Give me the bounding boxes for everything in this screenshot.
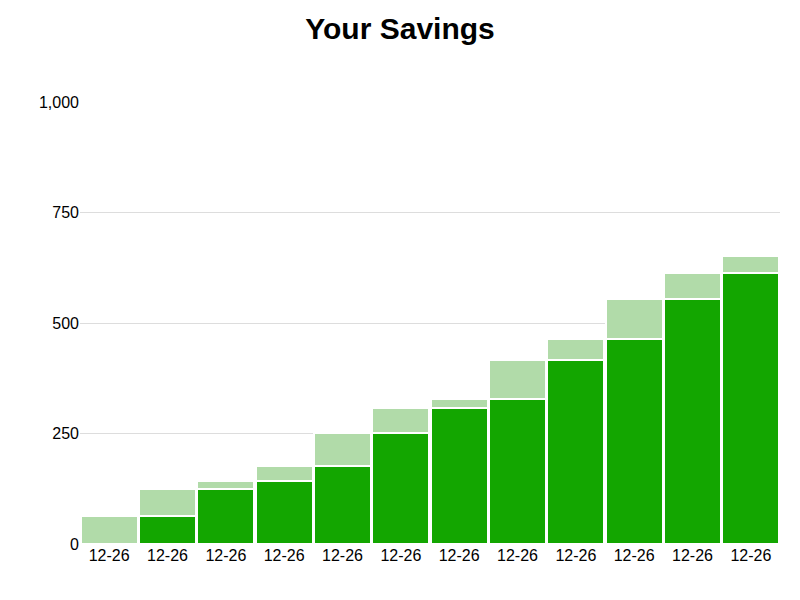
svg-text:12-26: 12-26 (147, 547, 188, 564)
svg-text:Your Savings: Your Savings (305, 12, 495, 45)
svg-text:1,000: 1,000 (39, 94, 79, 111)
svg-text:250: 250 (52, 425, 79, 442)
svg-text:0: 0 (70, 536, 79, 553)
svg-text:12-26: 12-26 (497, 547, 538, 564)
svg-text:12-26: 12-26 (730, 547, 771, 564)
svg-text:12-26: 12-26 (439, 547, 480, 564)
svg-text:500: 500 (52, 315, 79, 332)
svg-text:12-26: 12-26 (89, 547, 130, 564)
svg-text:12-26: 12-26 (555, 547, 596, 564)
svg-text:12-26: 12-26 (614, 547, 655, 564)
svg-text:12-26: 12-26 (322, 547, 363, 564)
svg-text:12-26: 12-26 (380, 547, 421, 564)
svg-text:12-26: 12-26 (672, 547, 713, 564)
svg-text:12-26: 12-26 (205, 547, 246, 564)
svg-text:750: 750 (52, 204, 79, 221)
svg-text:12-26: 12-26 (264, 547, 305, 564)
